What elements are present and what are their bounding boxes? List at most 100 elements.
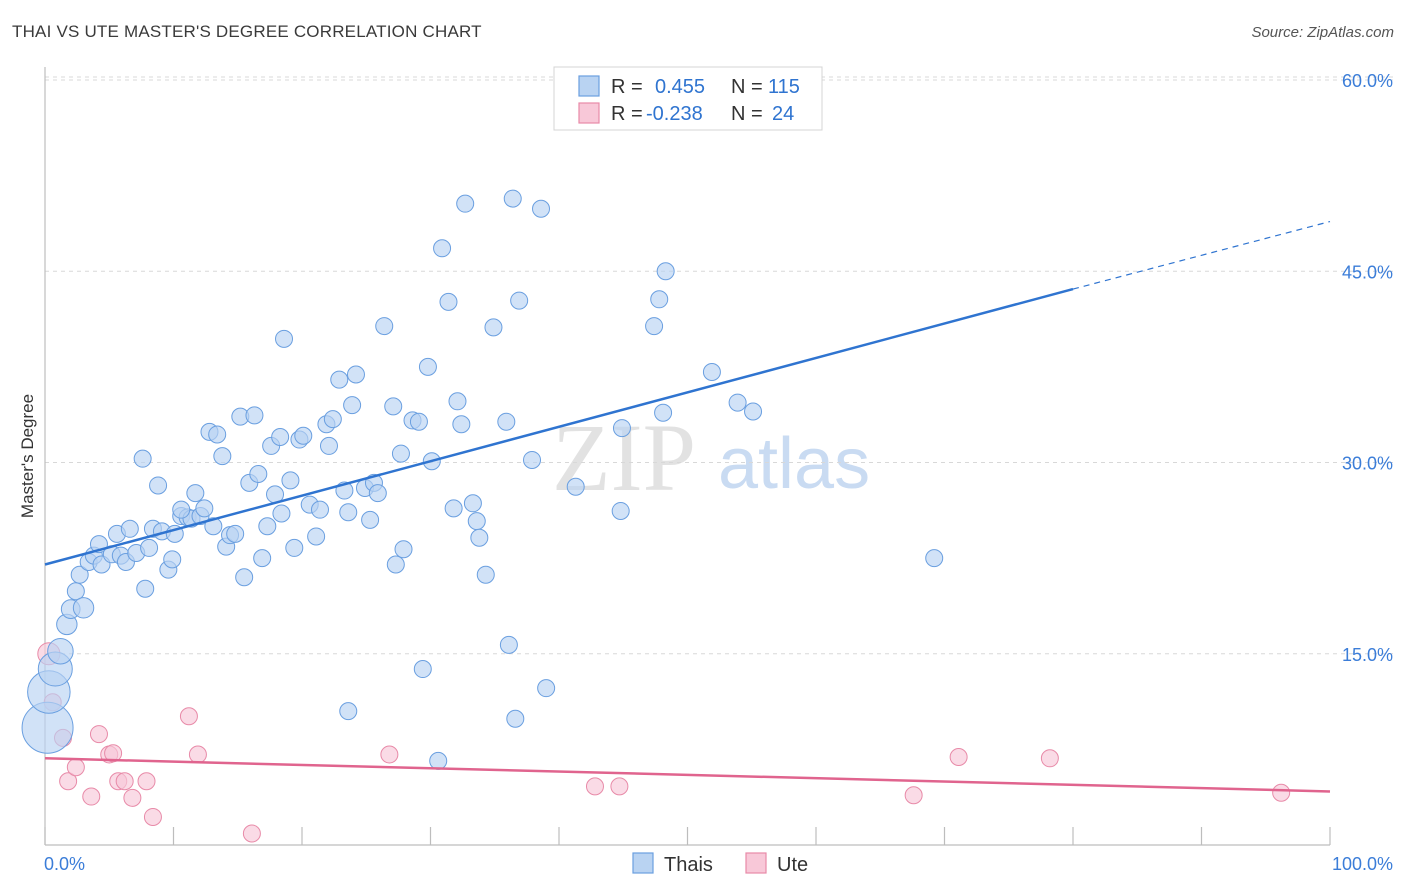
thais-point bbox=[925, 549, 944, 568]
ute-point bbox=[115, 772, 134, 791]
ute-r-label: R = bbox=[611, 103, 643, 125]
thais-point bbox=[204, 517, 223, 536]
thais-point bbox=[532, 199, 551, 218]
ute-point bbox=[1272, 783, 1291, 802]
tick-labels: 15.0% 30.0% 45.0% 60.0% 0.0% 100.0% bbox=[44, 71, 1393, 874]
thais-point bbox=[413, 660, 432, 679]
thais-point bbox=[343, 396, 362, 415]
thais-point bbox=[484, 318, 503, 337]
ute-n-value: 24 bbox=[772, 103, 794, 125]
ute-point bbox=[380, 745, 399, 764]
trend-lines bbox=[44, 220, 1331, 793]
ute-point bbox=[904, 786, 923, 805]
thais-point bbox=[566, 477, 585, 496]
chart-title: THAI VS UTE MASTER'S DEGREE CORRELATION … bbox=[12, 22, 482, 41]
ute-point bbox=[242, 824, 261, 843]
y-tick-label: 30.0% bbox=[1342, 454, 1393, 474]
thais-r-value: 0.455 bbox=[655, 76, 705, 98]
ute-bottom-label: Ute bbox=[777, 854, 808, 876]
thais-point bbox=[645, 317, 664, 336]
thais-point bbox=[72, 597, 95, 619]
stats-legend: R = 0.455 N = 115 R = -0.238 N = 24 bbox=[553, 66, 823, 131]
thais-point bbox=[523, 450, 542, 469]
ute-point bbox=[188, 745, 207, 764]
thais-point bbox=[463, 494, 482, 513]
gridlines bbox=[45, 76, 1395, 655]
thais-point bbox=[456, 194, 475, 213]
thais-point bbox=[163, 550, 182, 569]
y-tick-label: 60.0% bbox=[1342, 71, 1393, 91]
thais-point bbox=[149, 476, 168, 495]
thais-point bbox=[499, 635, 518, 654]
thais-point bbox=[285, 538, 304, 557]
thais-series bbox=[21, 189, 944, 770]
thais-bottom-swatch bbox=[632, 852, 654, 874]
thais-point bbox=[281, 471, 300, 490]
thais-point bbox=[323, 410, 342, 429]
ute-r-value: -0.238 bbox=[646, 103, 703, 125]
ute-point bbox=[123, 788, 142, 807]
thais-point bbox=[272, 504, 291, 523]
thais-point bbox=[258, 517, 277, 536]
thais-r-label: R = bbox=[611, 76, 643, 98]
thais-point bbox=[330, 370, 349, 389]
thais-point bbox=[253, 549, 272, 568]
thais-point bbox=[208, 425, 227, 444]
ute-point bbox=[585, 777, 604, 796]
series-legend: Thais Ute bbox=[632, 852, 808, 876]
thais-point bbox=[120, 519, 139, 538]
thais-point bbox=[503, 189, 522, 208]
x-tick-label: 0.0% bbox=[44, 854, 85, 874]
thais-point bbox=[140, 538, 159, 557]
thais-point bbox=[213, 447, 232, 466]
thais-point bbox=[611, 501, 630, 520]
ute-trend-line bbox=[44, 757, 1331, 793]
thais-point bbox=[409, 412, 428, 431]
thais-point bbox=[537, 679, 556, 698]
ute-legend-swatch bbox=[578, 102, 600, 124]
thais-point bbox=[275, 329, 294, 348]
thais-point bbox=[728, 393, 747, 412]
thais-point bbox=[294, 426, 313, 445]
thais-point bbox=[368, 484, 387, 503]
y-tick-label: 45.0% bbox=[1342, 262, 1393, 282]
thais-point bbox=[133, 449, 152, 468]
thais-point bbox=[448, 392, 467, 411]
thais-point bbox=[612, 419, 631, 438]
thais-point bbox=[444, 499, 463, 518]
thais-point bbox=[497, 412, 516, 431]
thais-point bbox=[418, 357, 437, 376]
thais-point bbox=[510, 291, 529, 310]
thais-point bbox=[470, 528, 489, 547]
thais-point bbox=[271, 428, 290, 446]
thais-point bbox=[339, 503, 358, 522]
thais-point bbox=[702, 362, 721, 381]
thais-point bbox=[319, 436, 338, 455]
thais-point bbox=[506, 709, 525, 728]
ute-bottom-swatch bbox=[745, 852, 767, 874]
thais-trend-extension bbox=[1072, 220, 1331, 290]
thais-point bbox=[384, 397, 403, 416]
ute-point bbox=[82, 787, 101, 806]
y-axis-title: Master's Degree bbox=[18, 394, 37, 518]
thais-point bbox=[310, 500, 329, 519]
thais-point bbox=[391, 444, 410, 463]
thais-point bbox=[235, 568, 254, 587]
thais-point bbox=[307, 527, 326, 546]
ute-point bbox=[104, 744, 123, 763]
ute-series bbox=[37, 642, 1291, 843]
thais-trend-line bbox=[44, 287, 1074, 566]
thais-point bbox=[195, 499, 214, 518]
ute-point bbox=[143, 807, 162, 826]
thais-point bbox=[375, 317, 394, 336]
ute-n-label: N = bbox=[731, 103, 763, 125]
thais-point bbox=[452, 415, 471, 434]
thais-point bbox=[47, 637, 74, 665]
y-tick-label: 15.0% bbox=[1342, 645, 1393, 665]
thais-point bbox=[654, 403, 673, 422]
thais-point bbox=[226, 524, 245, 543]
thais-point bbox=[429, 751, 448, 770]
source-note: Source: ZipAtlas.com bbox=[1251, 24, 1394, 41]
ute-point bbox=[949, 748, 968, 767]
